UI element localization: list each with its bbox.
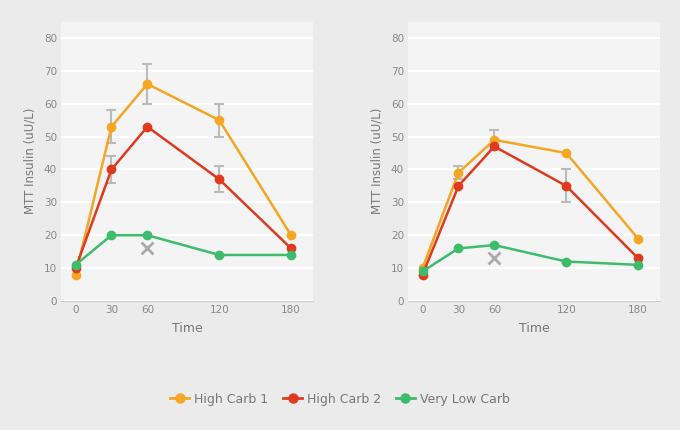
X-axis label: Time: Time [171, 322, 202, 335]
X-axis label: Time: Time [519, 322, 549, 335]
Legend: High Carb 1, High Carb 2, Very Low Carb: High Carb 1, High Carb 2, Very Low Carb [165, 388, 515, 411]
Y-axis label: MTT Insulin (uU/L): MTT Insulin (uU/L) [371, 108, 384, 215]
Y-axis label: MTT Insulin (uU/L): MTT Insulin (uU/L) [24, 108, 37, 215]
